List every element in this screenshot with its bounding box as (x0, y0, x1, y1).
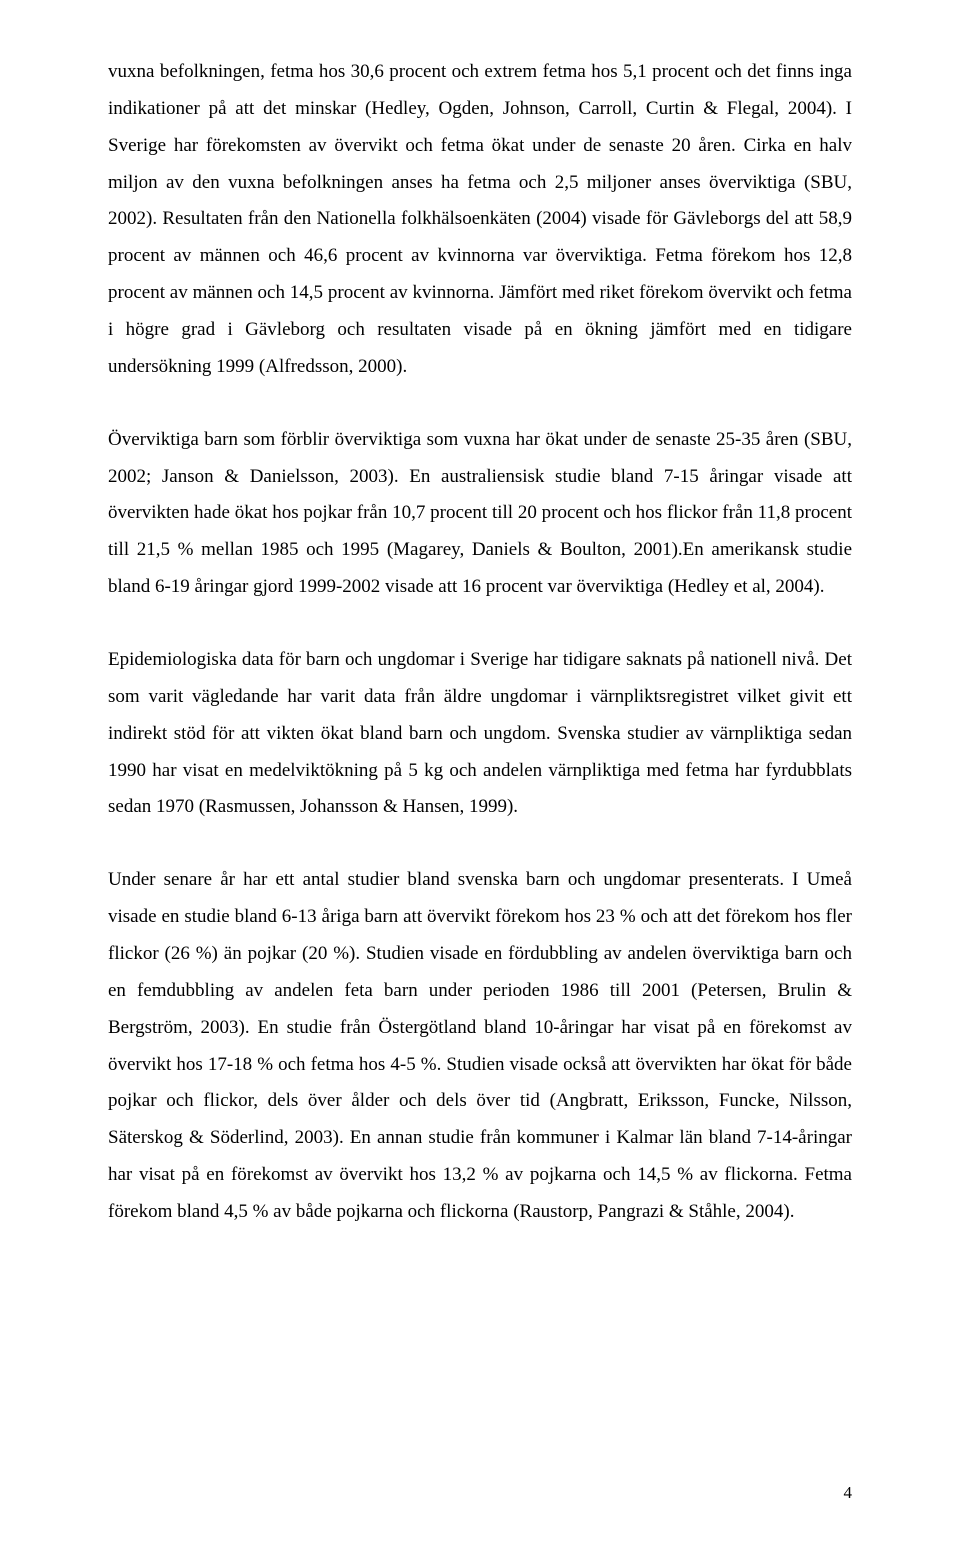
paragraph-1: vuxna befolkningen, fetma hos 30,6 proce… (108, 54, 852, 386)
page-number: 4 (844, 1483, 853, 1503)
document-page: vuxna befolkningen, fetma hos 30,6 proce… (0, 0, 960, 1543)
paragraph-3: Epidemiologiska data för barn och ungdom… (108, 642, 852, 826)
paragraph-4: Under senare år har ett antal studier bl… (108, 862, 852, 1231)
paragraph-2: Överviktiga barn som förblir överviktiga… (108, 422, 852, 606)
